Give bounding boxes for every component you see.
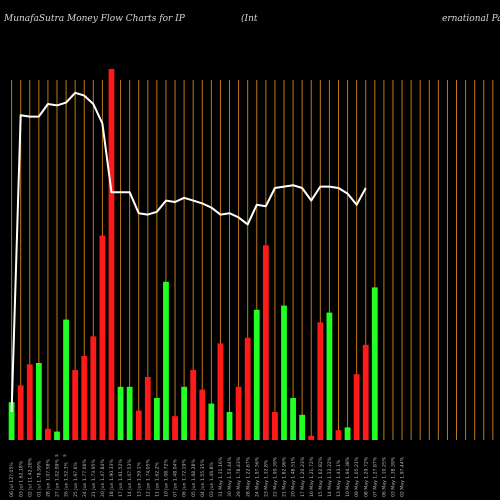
side-mark: $ [54,454,60,457]
x-tick-label: 28 Jun 1.07.58% [46,459,52,497]
chart-title-left: MunafaSutra Money Flow Charts for IP [3,14,186,24]
money-flow-bar [272,412,278,440]
money-flow-bar [90,336,97,440]
x-tick-label: 23 May 1.32.8% [263,459,269,497]
money-flow-bar [253,309,260,440]
x-tick-label: 09 May 1.05.21% [354,456,360,497]
money-flow-bar [317,322,324,440]
x-tick-label: 26 Jun 1.52.3% [64,461,70,497]
x-tick-label: 21 May 1.82.96% [282,456,288,497]
x-tick-label: 24 Jun 1.77.06% [82,459,88,497]
x-tick-label: 31 May 1.31.16% [218,456,224,497]
x-tick-label: 07 Jun 1.48.04% [173,459,179,497]
chart-title-middle: (Int [241,13,258,24]
x-tick-label: 08 May 1.29.72% [363,456,369,497]
price-line [10,91,367,413]
money-flow-bar [17,385,24,440]
x-tick-label: 12 Jun 1.74.05% [145,459,151,497]
money-flow-bar [45,428,51,440]
money-flow-bar [262,245,269,440]
x-tick-label: 17 Jun 1.61.52% [118,459,124,497]
price-line-path [10,91,367,413]
x-axis-labels: 06 Jul 127.05% 03 Jul 1.62.18% 02 Jul 11.4… [9,454,405,497]
money-flow-bar [26,364,33,440]
x-tick-label: 16 May 1.21.72% [309,456,315,497]
x-tick-label: 13 Jun 1.59.1% [136,461,142,497]
money-flow-bar [117,386,124,440]
x-tick-label: 03 Jun 1.46.8% [209,461,215,497]
money-flow-bar [335,430,342,440]
x-tick-label: 15 May 1.62.82% [318,456,324,497]
money-flow-bar [172,416,178,440]
money-flow-bar [244,337,251,440]
money-flow-bar [63,319,69,440]
money-flow-bar [235,386,242,440]
x-tick-label: 06 Jul 127.05% [9,462,15,497]
x-tick-label: 18 Jun 1.90.33% [109,459,115,497]
money-flow-bar [217,343,224,440]
money-flow-bar [362,344,369,440]
x-tick-label: 17 May 1.20.23% [300,456,306,497]
x-tick-label: 03 May 1.38.39% [391,456,397,497]
money-flow-bar [144,377,151,440]
x-tick-label: 05 Jun 1.68.28% [191,459,197,497]
money-flow-bar [190,370,197,440]
money-flow-bar [299,414,306,440]
x-tick-label: 14 May 1.32.22% [327,456,333,497]
money-flow-bar [281,305,287,440]
money-flow-bar [326,312,333,440]
x-tick-label: 06 May 1.10.25% [381,456,387,497]
money-flow-bar [108,69,115,440]
x-tick-label: 24 May 1.97.56% [254,456,260,497]
money-flow-bar [163,281,169,440]
money-flow-bar [54,431,60,440]
money-flow-bar [99,235,106,440]
money-flow-bar [81,356,88,440]
money-flow-bar [308,435,315,440]
x-tick-label: 11 Jun 1.62.2% [154,461,160,497]
x-tick-label: 20 Jun 1.47.84% [100,459,106,497]
money-flow-bar [35,363,42,440]
x-tick-label: 22 May 1.90.39% [273,456,279,497]
money-flow-bar [208,403,215,440]
x-tick-label: 07 May 1.27.87% [372,456,378,497]
x-tick-label: 14 Jun 1.07.53% [127,459,133,497]
money-flow-bar [353,374,360,440]
x-tick-label: 10 May 1.94.38% [345,456,351,497]
money-flow-bars [8,69,378,440]
money-flow-bar [290,398,296,440]
x-tick-label: 28 May 1.22.67% [245,456,251,497]
chart-title-right: ernational Pa [442,14,500,24]
x-tick-label: 21 Jun 1.73.95% [91,459,97,497]
side-mark: $ [62,454,68,457]
x-tick-label: 29 May 1.78.43% [236,456,242,497]
money-flow-bar [371,287,378,440]
x-tick-label: 02 Jul 11.42.28% [27,457,33,497]
x-tick-label: 10 Jun 1.08.72% [164,459,170,497]
money-flow-bar [135,410,142,440]
x-tick-label: 20 May 1.48.51% [291,456,297,497]
x-tick-label: 03 Jul 1.62.18% [18,460,24,497]
money-flow-bar [72,370,79,440]
x-tick-label: 25 Jun 1.97.6% [73,461,79,497]
x-tick-label: 01 Jul 1.78.99% [36,460,42,497]
money-flow-bar [126,386,133,440]
money-flow-bar [181,386,188,440]
money-flow-bar [226,412,233,440]
x-tick-label: 30 May 1.53.44% [227,456,233,497]
money-flow-bar [153,398,160,440]
x-tick-label: 27 Jun 1.02.09% [55,459,61,497]
money-flow-bar [344,427,351,440]
x-tick-label: 06 Jun 1.72.19% [182,459,188,497]
money-flow-bar [199,389,206,440]
x-tick-label: 02 May 1.97.44% [400,456,406,497]
x-tick-label: 04 Jun 1.55.35% [200,459,206,497]
x-tick-label: 13 May 1.43.1% [336,459,342,497]
money-flow-bar [8,402,15,440]
